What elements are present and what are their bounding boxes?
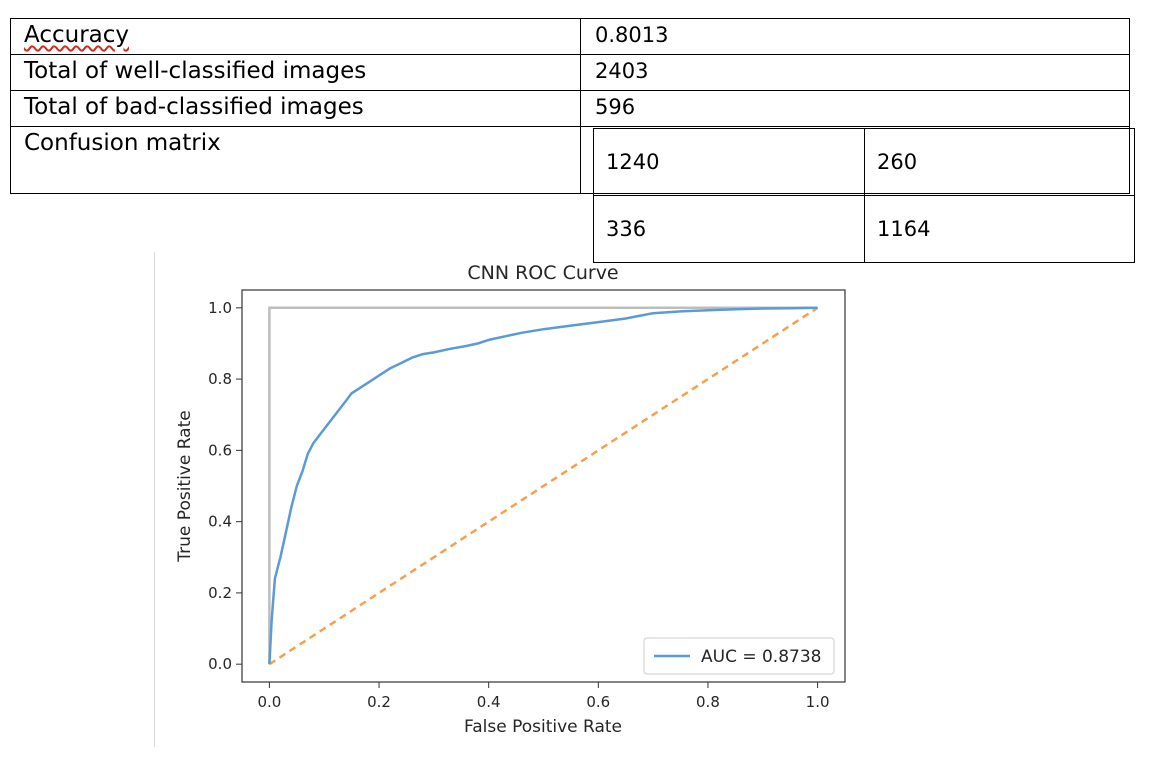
- legend-box: [643, 637, 835, 675]
- bad-classified-value: 596: [580, 90, 1130, 127]
- legend-label: AUC = 0.8738: [701, 647, 821, 667]
- well-classified-label: Total of well-classified images: [10, 54, 581, 91]
- y-axis-label: True Positive Rate: [175, 410, 195, 562]
- cm-true-negative: 1240: [593, 128, 865, 196]
- cm-false-positive: 260: [864, 128, 1135, 196]
- y-tick-label: 0.6: [208, 441, 232, 459]
- y-tick-label: 0.0: [208, 655, 232, 673]
- confusion-matrix: 1240 260 336 1164: [593, 128, 1135, 263]
- metrics-table: Accuracy 0.8013 Total of well-classified…: [10, 18, 1135, 263]
- roc-curve-line: [268, 306, 818, 665]
- x-tick-label: 0.6: [586, 693, 610, 711]
- x-tick-label: 0.2: [367, 693, 391, 711]
- x-tick-label: 1.0: [806, 693, 830, 711]
- x-tick-label: 0.4: [477, 693, 501, 711]
- x-tick-label: 0.0: [257, 693, 281, 711]
- cm-true-positive: 1164: [864, 195, 1135, 263]
- table-row: Total of well-classified images 2403: [10, 54, 1130, 91]
- well-classified-value: 2403: [580, 54, 1130, 91]
- perfect-classifier-line: [268, 306, 818, 665]
- bad-classified-label: Total of bad-classified images: [10, 90, 581, 127]
- plot-area: [268, 306, 819, 666]
- table-row: Accuracy 0.8013: [10, 18, 1130, 55]
- cm-false-negative: 336: [593, 195, 865, 263]
- chance-line: [268, 306, 819, 666]
- roc-chart: CNN ROC Curve 0.0 0.2 0.4 0.6 0.8 1.0 0.00.20…: [175, 262, 846, 737]
- confusion-matrix-row: 1240 260: [593, 128, 1135, 196]
- x-tick-label: 0.8: [696, 693, 720, 711]
- y-tick-label: 0.2: [208, 584, 232, 602]
- accuracy-value: 0.8013: [580, 18, 1130, 55]
- chart-title: CNN ROC Curve: [467, 262, 618, 284]
- confusion-matrix-cell: 1240 260 336 1164: [580, 126, 1135, 263]
- confusion-matrix-label: Confusion matrix: [10, 126, 581, 194]
- accuracy-label: Accuracy: [10, 18, 581, 55]
- x-axis: 0.0 0.2 0.4 0.6 0.8 1.0: [257, 682, 830, 711]
- legend: AUC = 0.8738: [643, 637, 835, 675]
- y-axis: 0.0 0.2 0.4 0.6 0.8 1.0: [208, 299, 242, 673]
- x-axis-label: False Positive Rate: [464, 717, 622, 737]
- table-row: Total of bad-classified images 596: [10, 90, 1130, 127]
- confusion-matrix-row: 336 1164: [593, 195, 1135, 263]
- table-row: Confusion matrix 1240 260 336 1164: [10, 126, 1135, 263]
- y-tick-label: 0.8: [208, 370, 232, 388]
- y-tick-label: 0.4: [208, 513, 232, 531]
- axes-frame: [241, 289, 846, 683]
- y-tick-label: 1.0: [208, 299, 232, 317]
- divider-line: [154, 252, 155, 747]
